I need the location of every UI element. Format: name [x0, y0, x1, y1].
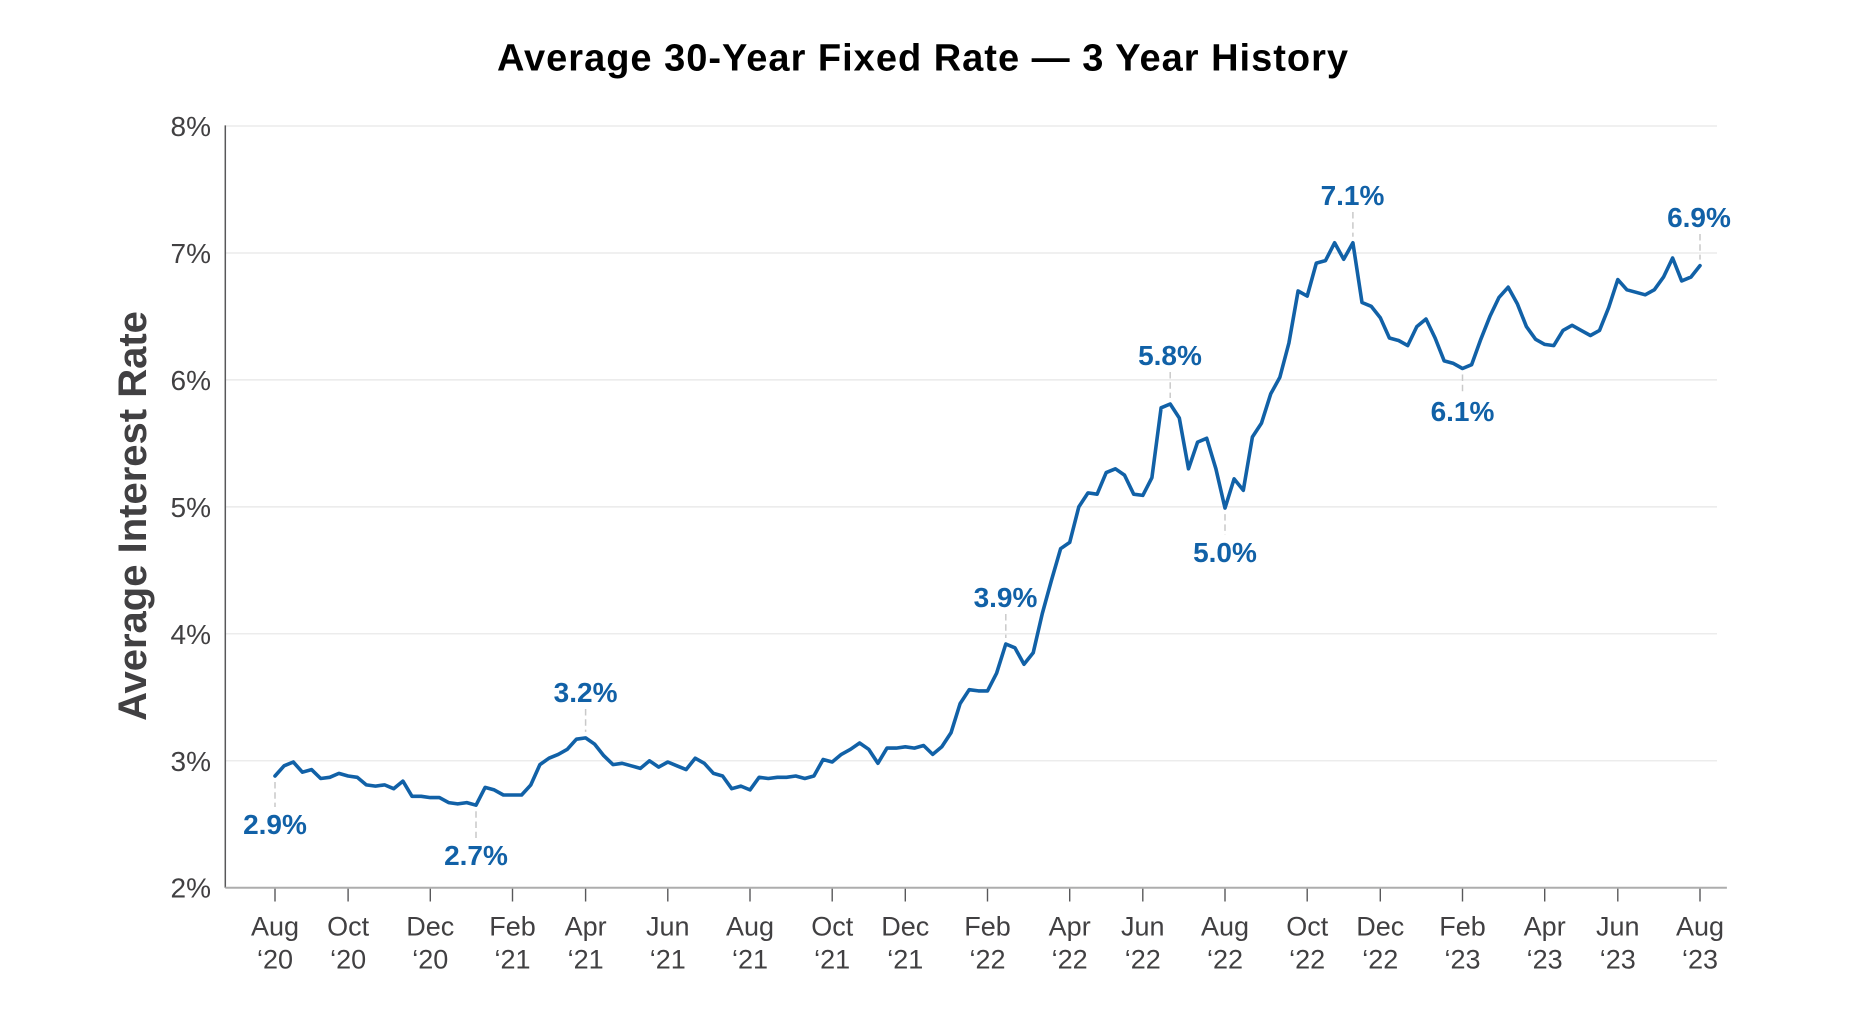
svg-text:Oct: Oct — [811, 912, 854, 942]
svg-text:‘22: ‘22 — [1207, 945, 1243, 975]
svg-text:3%: 3% — [171, 746, 211, 777]
svg-text:‘22: ‘22 — [1052, 945, 1088, 975]
svg-text:‘20: ‘20 — [412, 945, 448, 975]
svg-text:8%: 8% — [171, 111, 211, 142]
svg-text:‘23: ‘23 — [1600, 945, 1636, 975]
svg-text:Aug: Aug — [726, 912, 774, 942]
svg-text:6%: 6% — [171, 365, 211, 396]
svg-text:3.2%: 3.2% — [554, 677, 618, 708]
svg-text:5.8%: 5.8% — [1138, 340, 1202, 371]
svg-text:‘22: ‘22 — [969, 945, 1005, 975]
svg-text:Jun: Jun — [1121, 912, 1165, 942]
svg-text:Dec: Dec — [406, 912, 454, 942]
svg-text:Apr: Apr — [565, 912, 607, 942]
svg-text:3.9%: 3.9% — [974, 582, 1038, 613]
svg-text:‘21: ‘21 — [732, 945, 768, 975]
svg-text:Jun: Jun — [1596, 912, 1640, 942]
svg-text:Jun: Jun — [646, 912, 690, 942]
svg-text:2%: 2% — [171, 873, 211, 904]
svg-text:7%: 7% — [171, 238, 211, 269]
svg-text:‘20: ‘20 — [330, 945, 366, 975]
svg-text:‘23: ‘23 — [1444, 945, 1480, 975]
svg-text:Average Interest Rate: Average Interest Rate — [111, 311, 155, 721]
svg-text:Aug: Aug — [251, 912, 299, 942]
svg-text:2.7%: 2.7% — [444, 840, 508, 871]
svg-text:Apr: Apr — [1524, 912, 1566, 942]
svg-text:Apr: Apr — [1049, 912, 1091, 942]
svg-text:7.1%: 7.1% — [1321, 180, 1385, 211]
svg-text:‘22: ‘22 — [1362, 945, 1398, 975]
svg-text:Dec: Dec — [881, 912, 929, 942]
svg-text:Average 30-Year Fixed Rate — 3: Average 30-Year Fixed Rate — 3 Year Hist… — [497, 38, 1349, 80]
svg-text:Dec: Dec — [1356, 912, 1404, 942]
svg-text:‘22: ‘22 — [1289, 945, 1325, 975]
svg-text:Feb: Feb — [489, 912, 536, 942]
svg-text:‘21: ‘21 — [568, 945, 604, 975]
svg-text:‘21: ‘21 — [887, 945, 923, 975]
svg-text:‘21: ‘21 — [650, 945, 686, 975]
svg-text:6.9%: 6.9% — [1667, 202, 1731, 233]
svg-text:6.1%: 6.1% — [1431, 396, 1495, 427]
svg-text:Oct: Oct — [327, 912, 370, 942]
svg-text:‘21: ‘21 — [494, 945, 530, 975]
svg-text:5.0%: 5.0% — [1193, 537, 1257, 568]
svg-text:Aug: Aug — [1201, 912, 1249, 942]
svg-text:Feb: Feb — [964, 912, 1011, 942]
svg-text:Oct: Oct — [1286, 912, 1329, 942]
svg-text:‘23: ‘23 — [1527, 945, 1563, 975]
svg-text:4%: 4% — [171, 619, 211, 650]
svg-text:‘20: ‘20 — [257, 945, 293, 975]
svg-text:‘23: ‘23 — [1682, 945, 1718, 975]
svg-text:Feb: Feb — [1439, 912, 1486, 942]
svg-text:‘22: ‘22 — [1125, 945, 1161, 975]
svg-text:2.9%: 2.9% — [243, 809, 307, 840]
svg-text:5%: 5% — [171, 492, 211, 523]
svg-text:‘21: ‘21 — [814, 945, 850, 975]
svg-text:Aug: Aug — [1676, 912, 1724, 942]
